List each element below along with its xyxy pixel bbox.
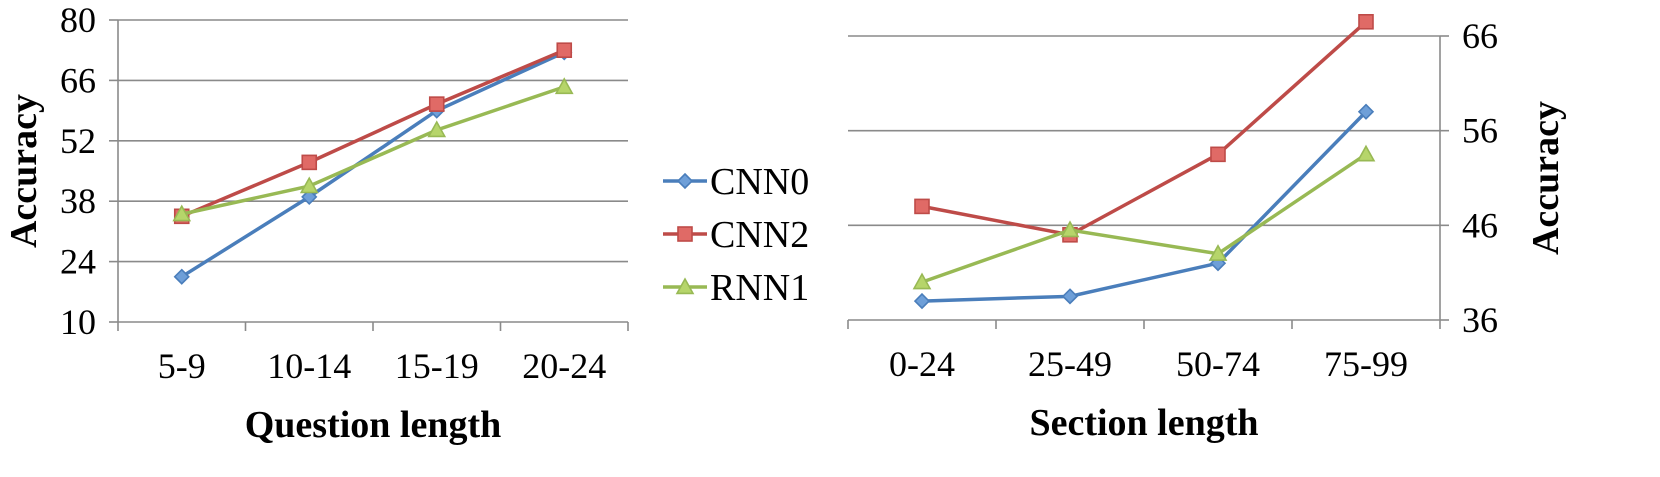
x-tick-label: 20-24 [522,346,606,386]
data-point-cnn2 [1358,14,1374,30]
y-tick-label: 10 [60,302,96,342]
y-tick-label: 38 [60,181,96,221]
data-point-cnn0 [1357,103,1375,120]
data-point-cnn2 [914,198,930,215]
data-point-rnn1 [427,120,447,138]
x-tick-label: 15-19 [395,346,479,386]
series-line-cnn2 [181,48,565,218]
y-tick-label: 80 [60,0,96,40]
series-line-rnn1 [181,85,565,216]
legend-label-cnn2: CNN2 [710,214,809,256]
legend-label-rnn1: RNN1 [710,267,809,309]
legend-label-cnn0: CNN0 [710,161,809,203]
y-tick-label: 66 [1462,16,1498,56]
question-length-chart: 10 24 38 52 66 80 5-9 10-14 15-19 20-24 Question l… [3,0,629,446]
x-tick-label: 50-74 [1176,344,1260,384]
x-tick-label: 10-14 [267,346,351,386]
y-axis-title: Accuracy [1525,101,1567,255]
data-point-cnn2 [556,42,573,59]
legend-marker-cnn2 [677,226,693,242]
series-line-cnn0 [921,110,1368,303]
legend-marker-rnn1 [675,277,695,295]
data-point-rnn1 [1060,220,1080,238]
y-tick-label: 46 [1462,205,1498,245]
y-tick-label: 52 [60,121,96,161]
x-axis-title: Question length [245,404,502,446]
data-point-cnn2 [301,154,318,171]
y-tick-label: 24 [60,242,96,282]
data-point-cnn2 [1210,146,1226,163]
y-tick-label: 66 [60,60,96,100]
data-point-rnn1 [1356,144,1376,162]
series-line-cnn0 [180,50,565,279]
data-point-cnn0 [301,188,318,206]
x-tick-label: 0-24 [889,344,955,384]
data-point-cnn0 [1061,288,1079,305]
legend: CNN0 CNN2 RNN1 [663,161,809,309]
data-point-rnn1 [1208,244,1228,261]
legend-marker-cnn0 [676,172,694,190]
x-axis-title: Section length [1029,402,1258,444]
series-line-rnn1 [921,152,1367,284]
y-axis-title: Accuracy [3,94,45,248]
x-tick-label: 5-9 [158,346,206,386]
data-point-rnn1 [912,272,932,290]
data-point-rnn1 [172,204,192,222]
data-point-cnn2 [428,96,445,112]
y-tick-label: 36 [1462,300,1498,340]
data-point-rnn1 [299,176,319,194]
series-line-cnn2 [921,20,1368,237]
data-point-cnn0 [913,292,931,310]
data-point-rnn1 [554,77,574,95]
data-point-cnn0 [173,268,190,285]
section-length-chart: 36 46 56 66 0-24 25-49 50-74 75-99 Section lengt… [847,14,1567,444]
x-tick-label: 75-99 [1324,344,1408,384]
x-tick-label: 25-49 [1028,344,1112,384]
y-tick-label: 56 [1462,111,1498,151]
